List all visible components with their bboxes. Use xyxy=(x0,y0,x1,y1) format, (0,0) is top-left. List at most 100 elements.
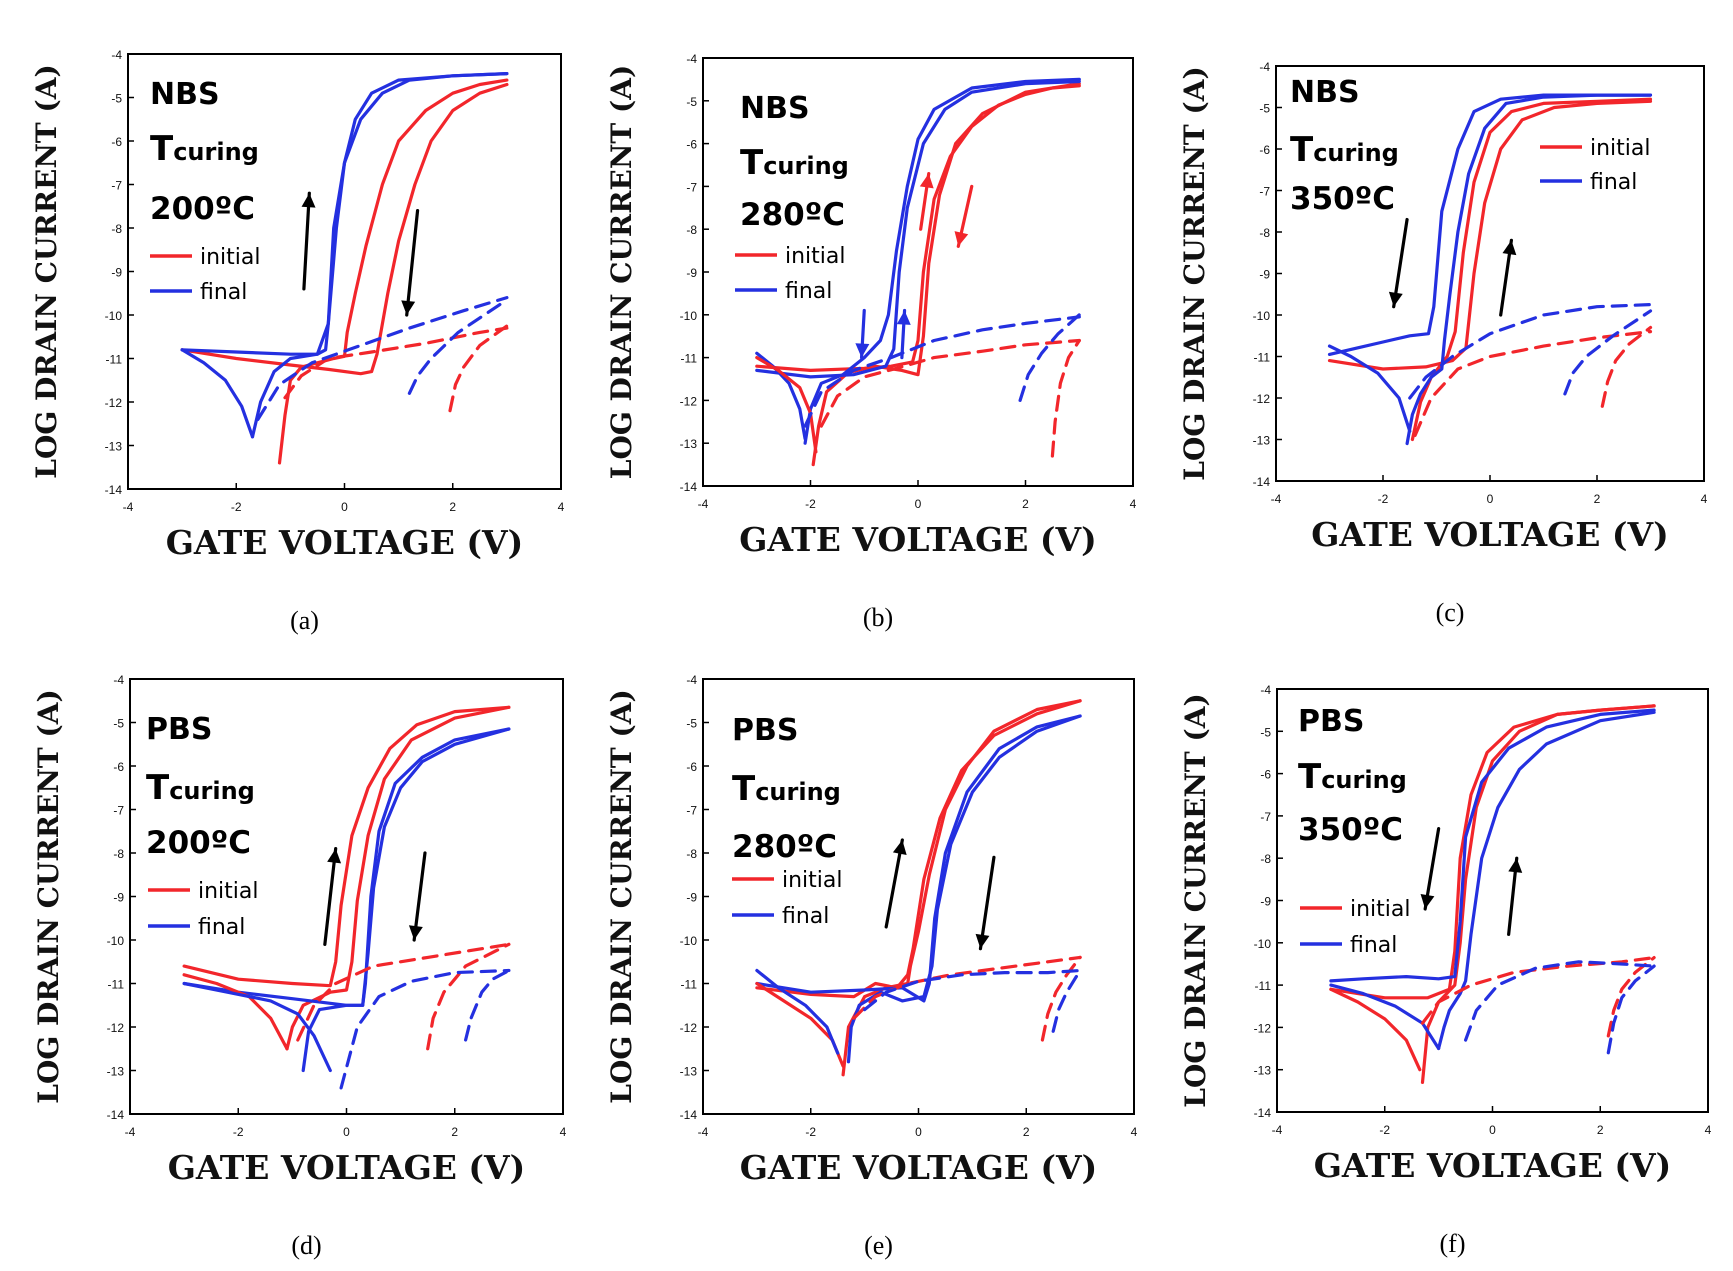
x-tick-label: 0 xyxy=(915,497,922,511)
x-tick-label: 4 xyxy=(1701,492,1708,506)
x-tick-label: -4 xyxy=(1271,492,1282,506)
arrow-shaft xyxy=(884,838,904,929)
x-tick-label: -4 xyxy=(123,500,134,514)
curing-label: Tcuring xyxy=(146,768,255,808)
legend-entry: initial xyxy=(782,868,843,893)
arrow-shaft xyxy=(1392,217,1409,309)
series-group xyxy=(755,77,1081,467)
curing-subscript: curing xyxy=(169,777,255,805)
series-line xyxy=(1018,313,1081,402)
y-tick-label: -7 xyxy=(686,804,697,818)
y-tick-label: -4 xyxy=(1260,683,1271,697)
y-tick-label: -7 xyxy=(686,180,697,194)
temperature-label: 350ºC xyxy=(1298,812,1403,848)
curing-subscript: curing xyxy=(755,778,841,806)
x-tick-label: -4 xyxy=(1272,1123,1283,1137)
arrow-shaft xyxy=(405,209,420,317)
y-axis-title: LOG DRAIN CURRENT (A) xyxy=(605,65,638,479)
legend-entry: final xyxy=(782,904,829,929)
series-line xyxy=(862,968,1082,1012)
y-tick-label: -10 xyxy=(1253,309,1271,323)
arrow-head xyxy=(327,848,342,864)
y-tick-label: -6 xyxy=(686,138,697,152)
curing-subscript: curing xyxy=(1313,139,1399,167)
x-tick-label: -2 xyxy=(1378,492,1389,506)
legend-entry: final xyxy=(200,280,247,305)
x-axis-title: GATE VOLTAGE (V) xyxy=(1314,1146,1671,1185)
x-axis-title: GATE VOLTAGE (V) xyxy=(739,520,1096,559)
curing-main: T xyxy=(1290,130,1314,170)
curing-label: Tcuring xyxy=(1290,130,1399,170)
series-line xyxy=(182,705,511,988)
plot-frame xyxy=(1275,65,1705,482)
x-tick-label: 4 xyxy=(1130,497,1137,511)
x-tick-label: 2 xyxy=(451,1125,458,1139)
y-tick-label: -11 xyxy=(108,978,125,992)
series-line xyxy=(1408,303,1653,400)
y-tick-label: -12 xyxy=(1253,392,1271,406)
arrow-head xyxy=(855,343,870,358)
y-tick-label: -4 xyxy=(1259,60,1270,74)
x-tick-label: 0 xyxy=(1489,1123,1496,1137)
series-line xyxy=(464,968,511,1042)
y-tick-label: -4 xyxy=(686,52,697,66)
temperature-label: 200ºC xyxy=(150,191,255,227)
arrow-head xyxy=(954,231,969,247)
y-tick-label: -5 xyxy=(1259,102,1270,116)
series-line xyxy=(426,942,511,1051)
legend: initial final xyxy=(150,245,261,305)
panel-caption: (f) xyxy=(1440,1229,1466,1258)
sweep-arrow xyxy=(896,308,911,360)
y-tick-label: -9 xyxy=(1260,895,1271,909)
arrow-head xyxy=(975,933,990,949)
series-line xyxy=(448,324,509,413)
arrow-head xyxy=(1508,858,1523,873)
curing-main: T xyxy=(150,129,174,169)
series-line xyxy=(1050,338,1081,458)
curing-main: T xyxy=(1298,757,1322,797)
x-tick-label: 4 xyxy=(558,500,565,514)
y-tick-label: -13 xyxy=(680,1065,698,1079)
y-tick-label: -12 xyxy=(680,1021,698,1035)
legend-entry: initial xyxy=(200,245,261,270)
plot-frame xyxy=(1276,688,1709,1113)
y-tick-label: -9 xyxy=(686,266,697,280)
series-line xyxy=(755,351,807,441)
arrow-head xyxy=(401,300,416,315)
y-tick-label: -5 xyxy=(686,95,697,109)
x-tick-label: 0 xyxy=(343,1125,350,1139)
series-line xyxy=(755,968,840,1055)
y-tick-label: -8 xyxy=(1260,852,1271,866)
arrow-head xyxy=(892,839,907,855)
series-line xyxy=(1329,987,1422,1072)
y-tick-label: -6 xyxy=(1260,768,1271,782)
series-line xyxy=(846,714,1082,1064)
series-group xyxy=(755,699,1082,1077)
legend: initial final xyxy=(1300,897,1411,958)
series-line xyxy=(819,338,1081,428)
series-line xyxy=(1600,325,1653,408)
legend-entry: final xyxy=(198,915,245,940)
series-line xyxy=(296,942,511,1042)
y-tick-label: -7 xyxy=(1259,185,1270,199)
legend-entry: initial xyxy=(785,244,846,269)
y-axis-title: LOG DRAIN CURRENT (A) xyxy=(30,64,63,478)
x-tick-label: -2 xyxy=(805,1125,816,1139)
legend: initial final xyxy=(735,244,846,304)
y-tick-label: -4 xyxy=(113,673,124,687)
stress-label: PBS xyxy=(1298,704,1364,739)
y-tick-label: -5 xyxy=(1260,725,1271,739)
panel-caption: (a) xyxy=(290,606,319,635)
y-tick-label: -8 xyxy=(113,847,124,861)
y-tick-label: -11 xyxy=(681,352,698,366)
y-tick-label: -7 xyxy=(111,179,122,193)
y-tick-label: -7 xyxy=(113,804,124,818)
y-tick-label: -5 xyxy=(113,717,124,731)
series-line xyxy=(301,727,511,1073)
stress-label: NBS xyxy=(1290,75,1360,110)
curing-label: Tcuring xyxy=(1298,757,1407,797)
series-line xyxy=(1329,708,1656,983)
x-axis-title: GATE VOLTAGE (V) xyxy=(1311,515,1668,554)
y-tick-label: -10 xyxy=(680,309,698,323)
